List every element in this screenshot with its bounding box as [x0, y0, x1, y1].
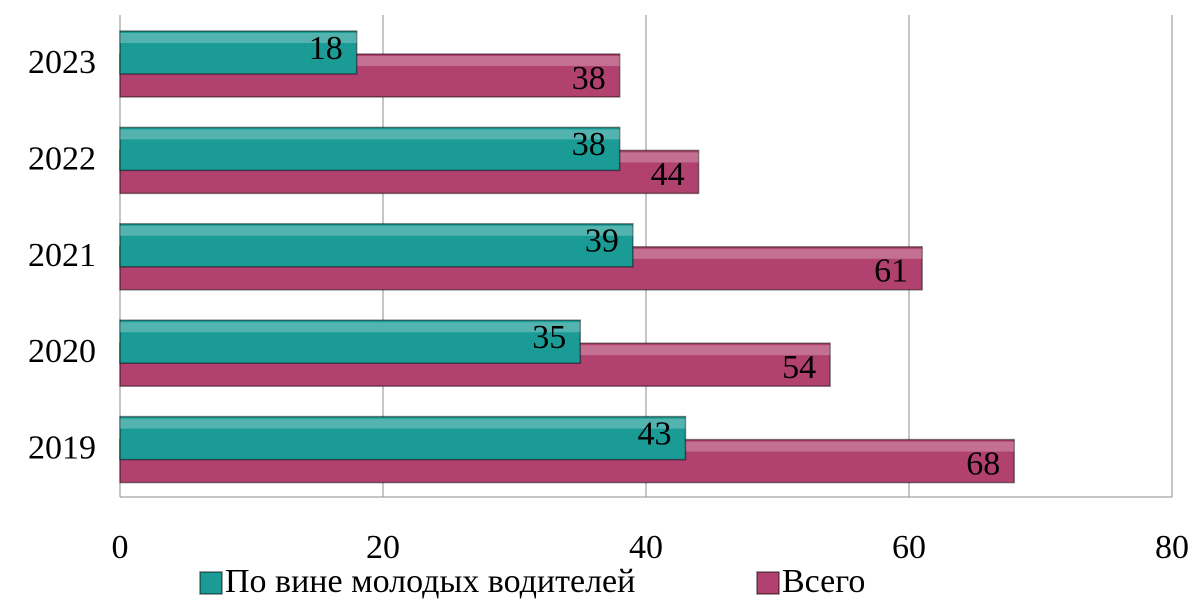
y-tick-label: 2021: [28, 237, 96, 274]
bar-highlight: [120, 225, 633, 236]
bar-highlight: [120, 56, 620, 66]
value-label: 18: [309, 30, 343, 67]
value-label: 43: [637, 415, 671, 452]
x-tick-label: 60: [892, 529, 926, 566]
bar-highlight: [120, 322, 581, 333]
x-tick-label: 40: [629, 529, 663, 566]
y-tick-label: 2022: [28, 140, 96, 177]
value-label: 38: [572, 126, 606, 163]
bar: [119, 30, 358, 75]
bar: [119, 319, 581, 364]
value-label: 44: [651, 156, 685, 193]
bar: [119, 223, 634, 268]
legend-label: По вине молодых водителей: [225, 563, 635, 600]
x-tick-label: 80: [1155, 529, 1189, 566]
bar-highlight: [120, 418, 686, 429]
bar-highlight: [120, 33, 357, 43]
value-label: 61: [874, 253, 908, 290]
value-label: 35: [532, 319, 566, 356]
y-tick-label: 2019: [28, 430, 96, 467]
y-tick-label: 2020: [28, 333, 96, 370]
value-label: 68: [966, 445, 1000, 482]
legend-swatch: [199, 571, 223, 595]
legend-swatch: [756, 571, 780, 595]
y-tick-label: 2023: [28, 44, 96, 81]
value-label: 54: [782, 349, 816, 386]
bar: [119, 126, 621, 172]
value-label: 39: [585, 223, 619, 260]
bar: [119, 415, 687, 461]
x-tick-label: 0: [112, 529, 129, 566]
x-tick-label: 20: [366, 529, 400, 566]
bar-highlight: [120, 129, 620, 140]
legend-label: Всего: [782, 563, 865, 600]
value-label: 38: [572, 60, 606, 97]
